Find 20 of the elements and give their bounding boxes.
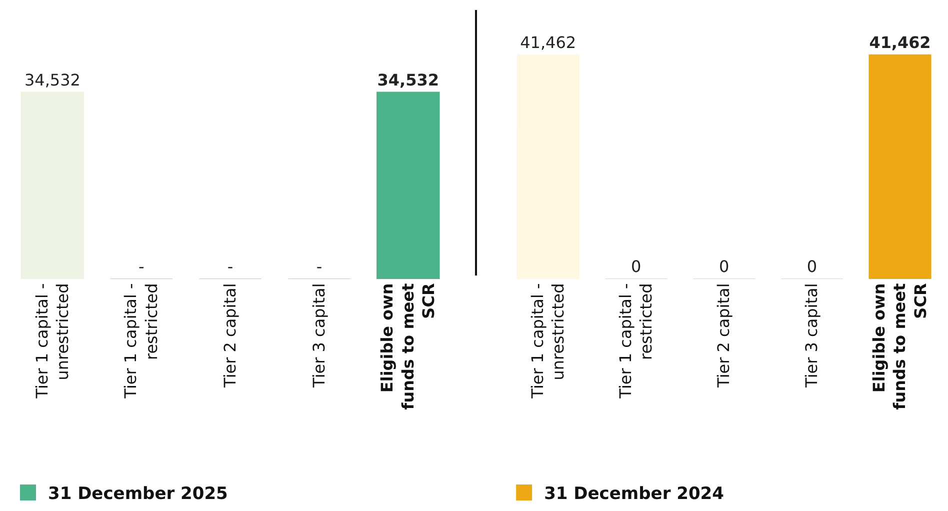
legend-label: 31 December 2025 bbox=[48, 484, 228, 504]
data-label: - bbox=[227, 257, 234, 276]
x-tick-label: Eligible own funds to meet SCR bbox=[378, 282, 438, 410]
data-label: 34,532 bbox=[377, 70, 440, 90]
data-label: - bbox=[138, 257, 144, 276]
x-tick-label: Tier 1 capital - unrestricted bbox=[32, 283, 72, 400]
data-label: 0 bbox=[718, 257, 730, 276]
data-label: 0 bbox=[630, 257, 642, 276]
data-label: - bbox=[316, 257, 322, 276]
x-tick-label: Tier 3 capital bbox=[802, 283, 822, 388]
x-tick-label: Tier 3 capital bbox=[309, 283, 328, 388]
data-label: 41,462 bbox=[520, 32, 576, 52]
data-label: 34,532 bbox=[24, 70, 80, 90]
x-tick-label: Tier 2 capital bbox=[220, 283, 240, 388]
x-tick-label: Tier 2 capital bbox=[714, 283, 734, 388]
legend-label: 31 December 2024 bbox=[544, 484, 724, 504]
x-tick-label: Eligible own funds to meet SCR bbox=[869, 282, 930, 410]
data-label: 41,462 bbox=[869, 32, 931, 52]
data-label: 0 bbox=[806, 257, 818, 276]
x-tick-label: Tier 1 capital - unrestricted bbox=[528, 283, 568, 400]
